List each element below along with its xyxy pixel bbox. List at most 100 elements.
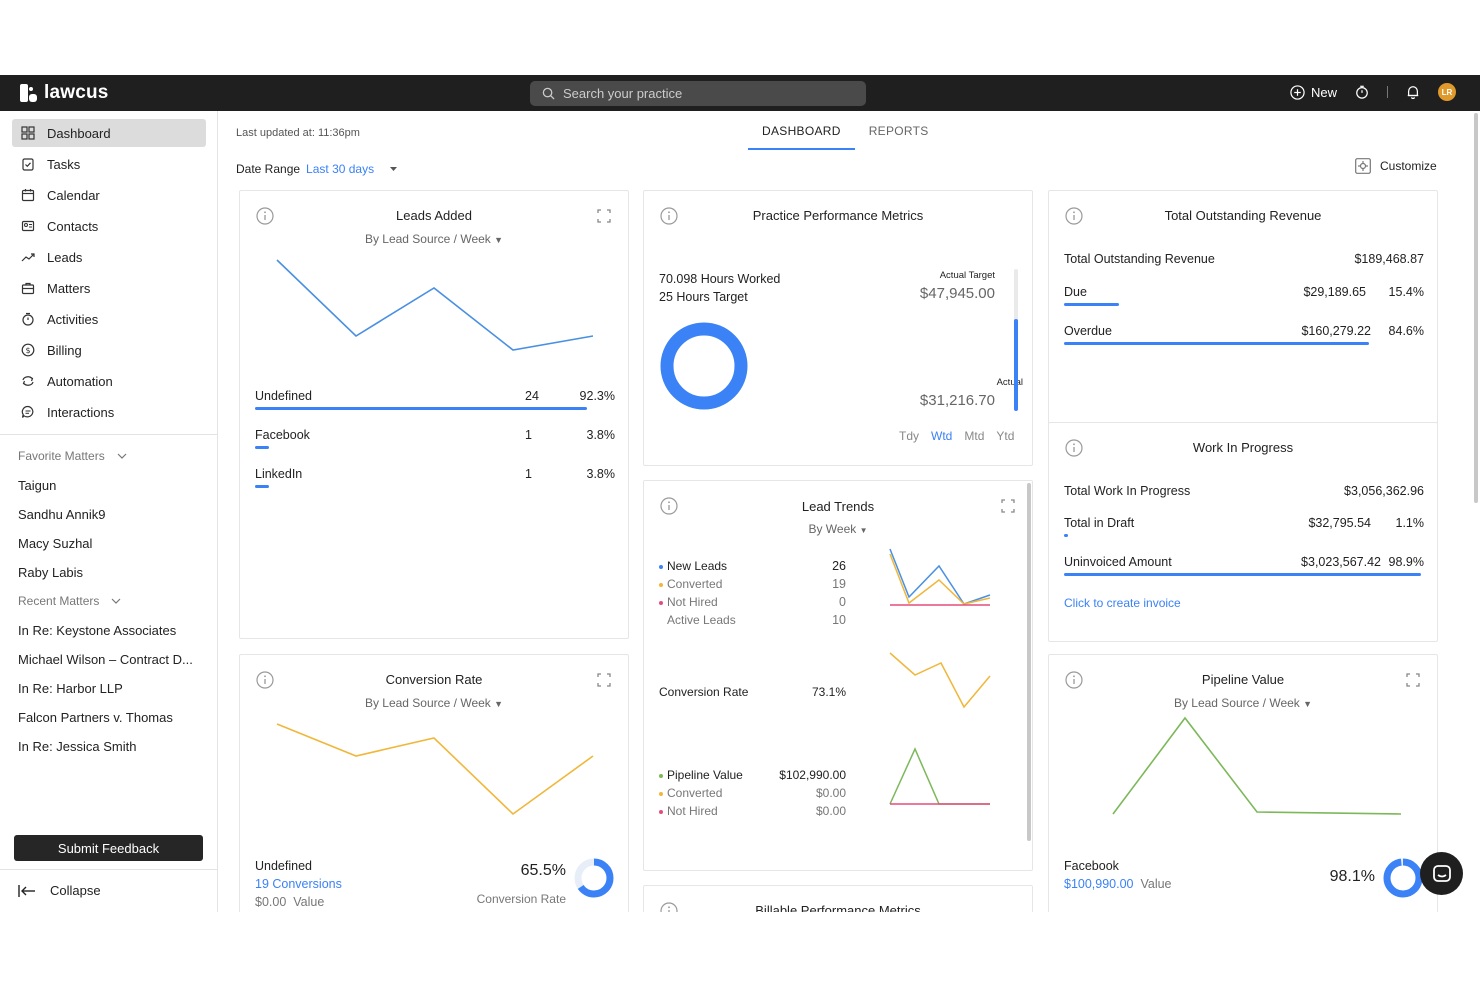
card-subtitle-dropdown[interactable]: By Lead Source / Week ▼ — [240, 696, 628, 710]
new-leads-value: 26 — [832, 559, 846, 573]
pipeline-value: $102,990.00 — [779, 768, 846, 782]
bell-icon[interactable] — [1406, 85, 1420, 99]
sidebar-item-tasks[interactable]: Tasks — [12, 150, 206, 178]
caret-down-icon: ▼ — [1303, 699, 1313, 709]
date-range-selector[interactable]: Date Range Last 30 days — [236, 162, 398, 176]
chart-series-line — [276, 723, 594, 816]
recent-matters-heading[interactable]: Recent Matters — [18, 594, 121, 608]
sidebar-item-dashboard[interactable]: Dashboard — [12, 119, 206, 147]
row-count: 1 — [525, 428, 532, 442]
expand-icon[interactable] — [1406, 673, 1420, 687]
conversion-mini-chart — [889, 652, 991, 709]
row-count: 24 — [525, 389, 539, 403]
subtitle-label: By Week — [808, 522, 857, 536]
page-scrollbar[interactable] — [1474, 113, 1478, 503]
value-amount: $0.00 — [255, 895, 287, 909]
recent-matter-link[interactable]: Falcon Partners v. Thomas — [18, 710, 173, 725]
row-percent: 92.3% — [579, 389, 615, 403]
conversions-link[interactable]: 19 Conversions — [255, 877, 342, 891]
card-subtitle-dropdown[interactable]: By Lead Source / Week ▼ — [1049, 696, 1437, 710]
target-gauge-fill — [1014, 319, 1018, 411]
info-icon[interactable] — [660, 902, 678, 912]
conversion-line-chart — [276, 723, 594, 816]
sidebar-item-contacts[interactable]: Contacts — [12, 212, 206, 240]
legend-dot — [659, 582, 663, 587]
uninvoiced-label: Uninvoiced Amount — [1064, 555, 1172, 569]
plus-circle-icon — [1290, 84, 1305, 100]
converted-value: 19 — [832, 577, 846, 591]
sidebar-item-activities[interactable]: Activities — [12, 305, 206, 333]
card-subtitle-dropdown[interactable]: By Week ▼ — [644, 522, 1032, 536]
tasks-icon — [22, 158, 34, 171]
sidebar-item-billing[interactable]: $ Billing — [12, 336, 206, 364]
sidebar-item-interactions[interactable]: Interactions — [12, 398, 206, 426]
avatar[interactable]: LR — [1438, 83, 1456, 101]
info-icon[interactable] — [256, 671, 274, 689]
converted-line — [889, 553, 991, 605]
recent-matter-link[interactable]: Michael Wilson – Contract D... — [18, 652, 193, 667]
billable-performance-card: Billable Performance Metrics — [643, 885, 1033, 912]
caret-down-icon — [390, 167, 398, 171]
chat-icon — [21, 405, 34, 418]
favorite-matter-link[interactable]: Taigun — [18, 478, 57, 493]
sidebar-item-automation[interactable]: Automation — [12, 367, 206, 395]
card-subtitle-dropdown[interactable]: By Lead Source / Week ▼ — [240, 232, 628, 246]
expand-icon[interactable] — [597, 673, 611, 687]
value-label: Value — [1140, 877, 1172, 891]
subtitle-label: By Lead Source / Week — [364, 696, 491, 710]
favorite-matters-heading[interactable]: Favorite Matters — [18, 449, 127, 463]
info-icon[interactable] — [660, 497, 678, 515]
period-ytd[interactable]: Ytd — [996, 429, 1015, 443]
recent-matter-link[interactable]: In Re: Keystone Associates — [18, 623, 177, 638]
legend-label: Not Hired — [667, 595, 718, 609]
favorite-matter-link[interactable]: Sandhu Annik9 — [18, 507, 106, 522]
value-amount[interactable]: $100,990.00 — [1064, 877, 1134, 891]
expand-icon[interactable] — [597, 209, 611, 223]
period-wtd[interactable]: Wtd — [931, 429, 953, 443]
recent-matter-link[interactable]: In Re: Jessica Smith — [18, 739, 137, 754]
chat-launcher-button[interactable] — [1420, 852, 1463, 895]
favorite-matter-link[interactable]: Raby Labis — [18, 565, 84, 580]
favorite-matter-link[interactable]: Macy Suzhal — [18, 536, 93, 551]
svg-text:$: $ — [25, 346, 30, 355]
new-button[interactable]: New — [1290, 85, 1337, 100]
uninvoiced-percent: 98.9% — [1388, 555, 1424, 569]
customize-button[interactable]: Customize — [1355, 158, 1437, 174]
conversion-rate-value: 73.1% — [811, 685, 846, 699]
recent-matter-link[interactable]: In Re: Harbor LLP — [18, 681, 123, 696]
tab-reports[interactable]: REPORTS — [868, 124, 929, 138]
search-input[interactable]: Search your practice — [530, 81, 866, 106]
collapse-button[interactable]: Collapse — [18, 883, 101, 898]
info-icon[interactable] — [256, 207, 274, 225]
info-icon[interactable] — [1065, 671, 1083, 689]
uninvoiced-value: $3,023,567.42 — [1301, 555, 1381, 569]
value-label: Value — [293, 895, 325, 909]
card-scrollbar[interactable] — [1027, 483, 1031, 841]
date-range-label: Date Range — [236, 162, 301, 176]
period-mtd[interactable]: Mtd — [964, 429, 985, 443]
legend-pipe-not-hired: Not Hired — [659, 804, 718, 818]
period-tdy[interactable]: Tdy — [899, 429, 920, 443]
submit-feedback-button[interactable]: Submit Feedback — [14, 835, 203, 861]
actual-target-value: $47,945.00 — [919, 285, 995, 302]
value-line: $0.00 Value — [255, 895, 324, 909]
due-progress-bar — [1064, 303, 1119, 306]
actual-target-label: Actual Target — [939, 270, 995, 281]
actual-value: $31,216.70 — [919, 392, 995, 409]
draft-value: $32,795.54 — [1308, 516, 1371, 530]
sidebar-item-calendar[interactable]: Calendar — [12, 181, 206, 209]
brand-logo[interactable]: lawcus — [20, 82, 109, 104]
info-icon[interactable] — [660, 207, 678, 225]
sidebar: Dashboard Tasks Calendar Contacts Leads … — [0, 111, 218, 912]
caret-down-icon: ▼ — [494, 235, 504, 245]
timer-icon[interactable] — [1355, 85, 1369, 99]
create-invoice-link[interactable]: Click to create invoice — [1064, 596, 1181, 610]
value-line: $100,990.00 Value — [1064, 877, 1172, 891]
sidebar-item-label: Leads — [47, 249, 83, 265]
expand-icon[interactable] — [1001, 499, 1015, 513]
tab-dashboard[interactable]: DASHBOARD — [748, 124, 855, 150]
sidebar-item-leads[interactable]: Leads — [12, 243, 206, 271]
info-icon[interactable] — [1065, 207, 1083, 225]
sidebar-item-matters[interactable]: Matters — [12, 274, 206, 302]
info-icon[interactable] — [1065, 439, 1083, 457]
